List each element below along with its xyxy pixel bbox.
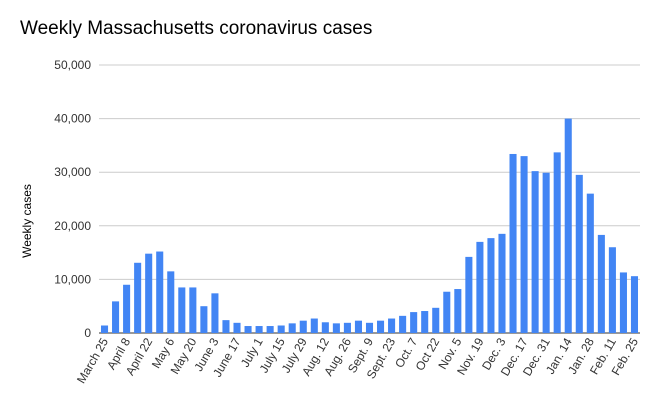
bar [178, 287, 186, 333]
bar [432, 307, 440, 333]
bar [321, 322, 329, 333]
bar [112, 301, 120, 333]
bar [388, 318, 396, 333]
bar [542, 172, 550, 333]
y-tick-label: 30,000 [54, 165, 91, 179]
bar [564, 118, 572, 333]
bar [255, 326, 263, 333]
bar [189, 287, 197, 333]
bar [354, 320, 362, 333]
y-tick-label: 20,000 [54, 219, 91, 233]
bar [597, 234, 605, 333]
bars [100, 118, 639, 333]
y-axis-label: Weekly cases [20, 184, 34, 258]
bar [377, 320, 385, 333]
bar [454, 289, 462, 333]
bar [145, 253, 153, 333]
bar [465, 256, 473, 333]
bar [608, 247, 616, 333]
y-tick-label: 0 [84, 326, 91, 340]
bar [134, 262, 142, 333]
y-tick-label: 10,000 [54, 272, 91, 286]
y-tick-label: 50,000 [54, 58, 91, 72]
bar [156, 251, 164, 333]
bar [299, 320, 307, 333]
bar [244, 326, 252, 333]
bar [277, 325, 285, 333]
bar [619, 272, 627, 333]
bar [343, 322, 351, 333]
bar [310, 318, 318, 333]
bar [630, 276, 639, 333]
bar [266, 326, 274, 333]
bar [575, 174, 583, 333]
bar [443, 291, 451, 333]
bar [520, 156, 528, 333]
bar [167, 271, 175, 333]
y-tick-label: 40,000 [54, 112, 91, 126]
bar [586, 193, 594, 333]
bar [487, 238, 495, 333]
bar [365, 322, 374, 333]
bar [100, 325, 109, 333]
bar [476, 241, 484, 333]
bar [200, 306, 208, 333]
bar [553, 152, 561, 333]
chart-title: Weekly Massachusetts coronavirus cases [20, 18, 373, 39]
bar [399, 315, 407, 333]
bar [332, 323, 340, 333]
bar [498, 233, 506, 333]
y-axis-ticks: 0 10,000 20,000 30,000 40,000 50,000 [54, 58, 91, 340]
bar [288, 323, 296, 333]
bar [211, 293, 219, 333]
bar [509, 153, 517, 333]
bar [222, 320, 230, 333]
bar [410, 312, 418, 333]
bar [123, 284, 131, 333]
bar [531, 171, 539, 333]
bar [233, 322, 241, 333]
bar [421, 311, 429, 333]
